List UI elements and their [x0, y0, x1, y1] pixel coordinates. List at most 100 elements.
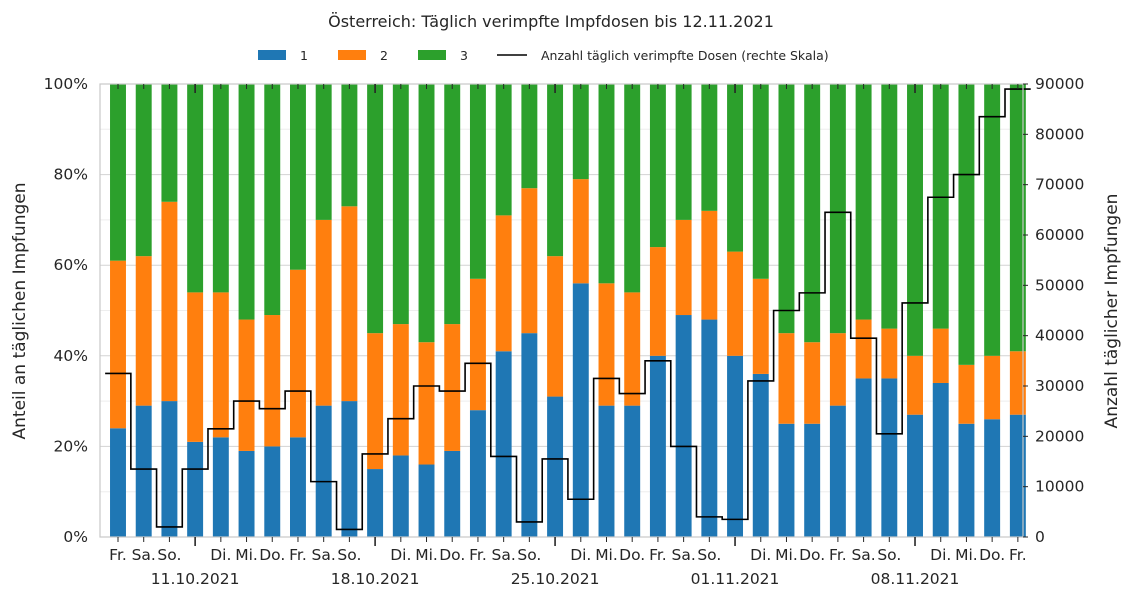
bar-segment-1: [444, 450, 461, 537]
right-tick-label: 30000: [1035, 377, 1084, 395]
bar-segment-3: [418, 84, 435, 343]
right-tick-label: 0: [1035, 528, 1045, 546]
bar-segment-1: [161, 401, 178, 537]
bar-segment-3: [521, 84, 538, 189]
legend-swatch-1: [258, 50, 286, 60]
bar-segment-2: [289, 269, 306, 438]
bar-segment-1: [958, 423, 975, 537]
bar-segment-2: [958, 364, 975, 424]
legend-swatch-2: [338, 50, 366, 60]
day-label: Mi.: [955, 546, 978, 564]
bar-segment-1: [521, 333, 538, 537]
bar-segment-3: [649, 84, 666, 248]
bar-segment-3: [289, 84, 306, 270]
day-label: Mi.: [235, 546, 258, 564]
legend: 1 2 3 Anzahl täglich verimpfte Dosen (re…: [258, 48, 829, 63]
day-label: Di.: [570, 546, 591, 564]
bar-segment-3: [624, 84, 641, 293]
bar-segment-1: [289, 437, 306, 537]
right-tick-label: 40000: [1035, 327, 1084, 345]
left-tick-label: 80%: [54, 166, 88, 184]
bar-segment-1: [624, 405, 641, 537]
bar-segment-1: [392, 455, 409, 537]
bar-segment-3: [315, 84, 332, 220]
bar-segment-1: [932, 382, 949, 537]
bar-segment-3: [752, 84, 769, 279]
bar-segment-3: [675, 84, 692, 220]
day-label: So.: [337, 546, 361, 564]
day-label: Fr.: [469, 546, 487, 564]
day-label: Sa.: [671, 546, 695, 564]
bar-segment-3: [135, 84, 152, 257]
day-label: Di.: [210, 546, 231, 564]
bar-segment-2: [367, 333, 384, 470]
bar-segment-1: [495, 351, 512, 537]
bar-segment-2: [469, 278, 486, 411]
bar-segment-3: [984, 84, 1001, 356]
week-label: 18.10.2021: [331, 570, 420, 588]
bar-segment-3: [212, 84, 229, 293]
bar-segment-3: [547, 84, 564, 257]
bar-segment-2: [315, 219, 332, 406]
bar-segment-1: [187, 441, 204, 537]
left-axis-label: Anteil an täglichen Impfungen: [10, 183, 30, 440]
week-label: 25.10.2021: [511, 570, 600, 588]
legend-swatch-3: [418, 50, 446, 60]
bar-segment-2: [1009, 351, 1026, 415]
bar-segment-3: [392, 84, 409, 325]
left-tick-label: 0%: [63, 528, 88, 546]
bar-segment-1: [829, 405, 846, 537]
bar-segment-2: [778, 333, 795, 424]
bar-segment-3: [572, 84, 589, 180]
day-label: Mi.: [775, 546, 798, 564]
bar-segment-2: [572, 179, 589, 284]
right-tick-label: 20000: [1035, 427, 1084, 445]
bar-segment-1: [135, 405, 152, 537]
bar-segment-2: [418, 342, 435, 465]
bar-segment-2: [187, 292, 204, 442]
day-label: Sa.: [132, 546, 156, 564]
x-axis: Fr. Sa. So. Di. Mi. Do. Fr. Sa. So. Di. Mi. Do. Fr. S…: [109, 84, 1027, 588]
bar-segment-1: [110, 428, 126, 537]
legend-label-2: 2: [380, 48, 388, 63]
week-label: 08.11.2021: [871, 570, 960, 588]
plot-border: [99, 83, 1024, 538]
bar-segment-3: [187, 84, 204, 293]
day-label: Fr.: [829, 546, 847, 564]
bar-segment-3: [958, 84, 975, 365]
bar-segment-3: [1009, 84, 1026, 352]
bar-segment-2: [392, 324, 409, 456]
left-tick-label: 60%: [54, 256, 88, 274]
bar-segment-3: [238, 84, 255, 320]
bar-segment-3: [778, 84, 795, 334]
bar-segment-1: [469, 410, 486, 537]
day-label: Fr.: [289, 546, 307, 564]
right-tick-label: 50000: [1035, 276, 1084, 294]
bar-segment-1: [212, 437, 229, 537]
day-label: Di.: [390, 546, 411, 564]
bar-segment-2: [804, 342, 821, 424]
bar-segment-1: [984, 419, 1001, 537]
bar-segment-1: [315, 405, 332, 537]
bar-segment-3: [881, 84, 898, 329]
bar-segment-2: [598, 283, 615, 406]
bar-segment-2: [829, 333, 846, 406]
day-label: Sa.: [851, 546, 875, 564]
bar-segment-1: [881, 378, 898, 537]
bar-segment-1: [238, 450, 255, 537]
bar-segment-1: [804, 423, 821, 537]
bar-segment-2: [264, 315, 281, 447]
day-label: So.: [877, 546, 901, 564]
day-label: Do.: [799, 546, 825, 564]
day-label: So.: [157, 546, 181, 564]
bar-segment-1: [264, 446, 281, 537]
legend-label-1: 1: [300, 48, 308, 63]
bar-segment-2: [932, 328, 949, 383]
day-label: Sa.: [492, 546, 516, 564]
right-tick-label: 80000: [1035, 125, 1084, 143]
bar-segment-3: [855, 84, 872, 320]
day-label: Sa.: [312, 546, 336, 564]
bar-segment-3: [110, 84, 126, 261]
day-label: Di.: [750, 546, 771, 564]
right-tick-label: 10000: [1035, 478, 1084, 496]
